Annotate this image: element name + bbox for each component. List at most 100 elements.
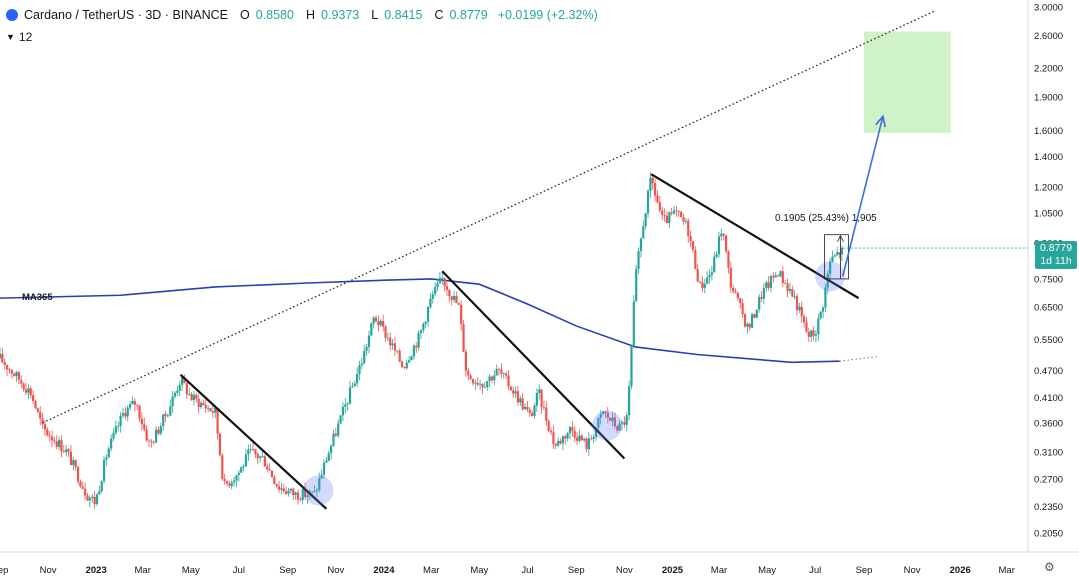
candle-body: [701, 282, 704, 288]
candle-body: [505, 373, 508, 376]
ma365-projection: [839, 355, 880, 362]
candle-body: [687, 220, 690, 236]
indicator-row[interactable]: ▼ 12: [6, 30, 32, 44]
price-tick-label: 1.6000: [1034, 126, 1063, 137]
candle-body: [228, 483, 231, 486]
candle-body: [613, 417, 617, 427]
candle-body: [443, 277, 446, 287]
candle-body: [812, 330, 815, 336]
candle-body: [311, 491, 314, 493]
candle-body: [793, 296, 796, 298]
candle-body: [590, 438, 593, 440]
candle-body: [788, 289, 792, 291]
price-tick-label: 0.2050: [1034, 529, 1063, 540]
candle-body: [750, 314, 754, 328]
candle-body: [814, 334, 818, 336]
candle-body: [121, 413, 125, 416]
candle-body: [455, 295, 458, 304]
chevron-down-icon[interactable]: ▼: [6, 32, 15, 42]
candle-body: [452, 295, 456, 300]
candle-body: [403, 367, 406, 369]
candle-body: [436, 283, 439, 288]
last-price: 0.8779: [1039, 242, 1073, 254]
candle-body: [791, 289, 794, 297]
candle-body: [408, 360, 411, 363]
candle-body: [306, 495, 309, 497]
settings-icon[interactable]: ⚙: [1044, 560, 1055, 574]
time-tick-label: Mar: [135, 565, 151, 576]
candle-body: [69, 451, 73, 466]
candle-body: [202, 402, 205, 405]
candle-body: [171, 396, 174, 407]
candle-body: [568, 427, 572, 434]
candle-body: [110, 438, 113, 449]
candle-body: [124, 413, 127, 417]
candle-body: [34, 401, 37, 409]
cardano-logo-icon: [6, 9, 18, 21]
candle-body: [396, 350, 399, 352]
price-tick-label: 0.7500: [1034, 274, 1063, 285]
candle-body: [58, 440, 61, 447]
candle-body: [606, 412, 609, 418]
candle-body: [594, 427, 598, 438]
candle-body: [810, 330, 813, 337]
high-value: 0.9373: [321, 8, 360, 22]
candle-body: [431, 294, 434, 299]
candle-body: [720, 233, 723, 237]
price-tick-label: 2.2000: [1034, 64, 1063, 75]
candle-body: [275, 483, 278, 487]
candle-body: [320, 474, 323, 479]
candle-body: [374, 317, 378, 322]
candle-body: [762, 287, 766, 299]
close-label: C: [434, 8, 444, 22]
candle-body: [781, 271, 784, 284]
candle-body: [244, 454, 248, 467]
candle-body: [587, 438, 590, 450]
candle-body: [266, 466, 269, 470]
candle-body: [620, 421, 624, 424]
symbol-title[interactable]: Cardano / TetherUS · 3D · BINANCE: [24, 8, 229, 22]
candle-body: [55, 441, 58, 447]
candle-body: [429, 298, 432, 308]
candle-body: [332, 433, 335, 446]
candle-body: [462, 324, 465, 352]
candle-body: [512, 390, 515, 394]
low-value: 0.8415: [384, 8, 423, 22]
time-tick-label: Jul: [521, 565, 533, 576]
candle-body: [627, 386, 631, 416]
candle-body: [254, 449, 257, 454]
candle-body: [469, 375, 472, 380]
candle-body: [500, 369, 503, 374]
time-tick-label: Sep: [568, 565, 585, 576]
candle-body: [625, 415, 628, 425]
candle-body: [367, 335, 371, 347]
candle-body: [722, 233, 725, 236]
downtrend-line: [650, 173, 860, 300]
candle-body: [493, 375, 496, 381]
candle-body: [426, 307, 430, 322]
candle-body: [706, 277, 709, 284]
candle-body: [698, 281, 702, 283]
candle-body: [807, 331, 810, 337]
candle-body: [746, 323, 749, 327]
candle-body: [516, 391, 520, 403]
candle-body: [533, 405, 536, 416]
candle-body: [43, 423, 47, 430]
candle-body: [717, 236, 721, 255]
candle-body: [776, 275, 780, 277]
candle-body: [235, 474, 238, 481]
candle-body: [50, 436, 54, 441]
high-label: H: [305, 8, 316, 22]
candle-body: [646, 190, 650, 214]
candle-body: [412, 345, 415, 357]
time-tick-label: 2025: [662, 565, 684, 576]
time-tick-label: Mar: [999, 565, 1015, 576]
candle-body: [315, 490, 319, 492]
candle-body: [682, 217, 685, 222]
candle-body: [561, 436, 564, 444]
candle-body: [211, 411, 214, 413]
candle-body: [819, 311, 822, 319]
candle-body: [417, 332, 420, 348]
candle-body: [356, 374, 359, 384]
